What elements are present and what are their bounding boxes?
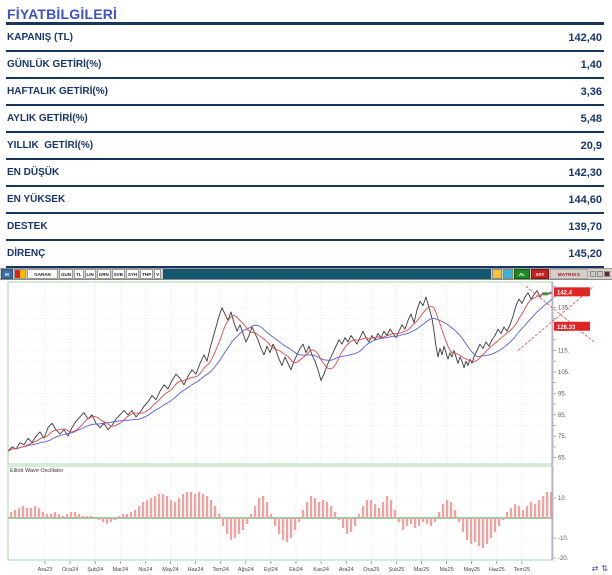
svg-text:142.4: 142.4 xyxy=(557,290,573,296)
style-button-svb[interactable]: SVB xyxy=(111,269,126,279)
row-value: 142,30 xyxy=(568,166,602,179)
svg-text:Ara23: Ara23 xyxy=(38,567,53,573)
chart-window: M GARAN GUN TL LIN GRN SVB SYH THP V AL SAT … xyxy=(0,268,612,575)
row-label: GÜNLÜK GETİRİ(%) xyxy=(7,59,102,70)
table-row: GÜNLÜK GETİRİ(%) 1,40 xyxy=(6,52,604,79)
style-button-syh[interactable]: SYH xyxy=(126,269,140,279)
brand-label: MATRIKS xyxy=(550,269,588,279)
titlebar-fill xyxy=(163,269,491,279)
price-info-panel: FİYATBİLGİLERİ KAPANIŞ (TL) 142,40 GÜNLÜK … xyxy=(0,0,612,268)
svg-text:Oca25: Oca25 xyxy=(363,567,379,573)
symbol-field[interactable]: GARAN xyxy=(27,269,58,279)
row-value: 142,40 xyxy=(568,31,602,44)
row-value: 3,36 xyxy=(580,85,602,98)
table-row: YILLIK GETİRİ(%) 20,9 xyxy=(6,133,604,160)
price-chart[interactable]: Ara23 Oca24 Şub24 Mar24 Nis24 May24 Haz24 Tem24… xyxy=(0,280,612,575)
window-buttons xyxy=(588,269,612,279)
row-label: DESTEK xyxy=(7,221,48,232)
svg-text:May24: May24 xyxy=(162,567,179,573)
maximize-button[interactable] xyxy=(597,271,603,277)
close-button[interactable] xyxy=(604,271,610,277)
row-value: 145,20 xyxy=(568,247,602,260)
chart-titlebar: M GARAN GUN TL LIN GRN SVB SYH THP V AL SAT … xyxy=(0,269,612,280)
svg-text:Eki24: Eki24 xyxy=(289,567,303,573)
svg-text:Tem25: Tem25 xyxy=(514,567,531,573)
style-button-grn[interactable]: GRN xyxy=(96,269,111,279)
row-value: 144,60 xyxy=(568,193,602,206)
table-row: DİRENÇ 145,20 xyxy=(6,241,604,268)
svg-text:Şub25: Şub25 xyxy=(388,567,404,573)
svg-text:10.: 10. xyxy=(558,496,567,502)
page-title: FİYATBİLGİLERİ xyxy=(6,4,604,25)
row-label: EN YÜKSEK xyxy=(7,194,66,205)
table-row: DESTEK 139,70 xyxy=(6,214,604,241)
svg-text:Tem24: Tem24 xyxy=(212,567,229,573)
svg-text:Mar24: Mar24 xyxy=(113,567,129,573)
alert-icon[interactable] xyxy=(492,269,502,279)
row-label: HAFTALIK GETİRİ(%) xyxy=(7,86,108,97)
svg-text:Mar25: Mar25 xyxy=(414,567,430,573)
table-row: KAPANIŞ (TL) 142,40 xyxy=(6,25,604,52)
row-label: DİRENÇ xyxy=(7,248,46,259)
price-info-rows: KAPANIŞ (TL) 142,40 GÜNLÜK GETİRİ(%) 1,40 HA… xyxy=(6,25,604,268)
row-label: YILLIK GETİRİ(%) xyxy=(7,140,94,151)
row-label: KAPANIŞ (TL) xyxy=(7,32,73,43)
style-button-thp[interactable]: THP xyxy=(140,269,154,279)
row-label: AYLIK GETİRİ(%) xyxy=(7,113,88,124)
row-value: 5,48 xyxy=(580,112,602,125)
svg-text:126.33: 126.33 xyxy=(557,325,576,331)
svg-text:135.: 135. xyxy=(558,306,570,312)
svg-text:75.: 75. xyxy=(558,434,567,440)
svg-text:Şub24: Şub24 xyxy=(87,567,103,573)
table-row: EN YÜKSEK 144,60 xyxy=(6,187,604,214)
oscillator-label: Elliott Wave Oscillator xyxy=(10,468,63,474)
sell-button[interactable]: SAT xyxy=(531,269,549,279)
row-value: 1,40 xyxy=(580,58,602,71)
minimize-button[interactable] xyxy=(590,271,596,277)
svg-text:Ara24: Ara24 xyxy=(339,567,354,573)
zoom-horizontal-icon[interactable]: ⇄ xyxy=(591,564,599,573)
table-row: HAFTALIK GETİRİ(%) 3,36 xyxy=(6,79,604,106)
svg-text:Haz25: Haz25 xyxy=(489,567,505,573)
app-icon[interactable]: M xyxy=(1,269,13,279)
table-row: AYLIK GETİRİ(%) 5,48 xyxy=(6,106,604,133)
chart-style-buttons: LIN GRN SVB SYH THP xyxy=(84,269,154,279)
buy-button[interactable]: AL xyxy=(514,269,530,279)
zoom-vertical-icon[interactable]: ⇅ xyxy=(601,564,608,573)
chart-zoom-controls: ⇄ ⇅ xyxy=(592,565,608,573)
svg-text:May25: May25 xyxy=(463,567,480,573)
row-value: 20,9 xyxy=(580,139,602,152)
svg-text:Nis24: Nis24 xyxy=(138,567,152,573)
svg-text:Haz24: Haz24 xyxy=(188,567,204,573)
svg-text:-20.: -20. xyxy=(558,556,569,562)
currency-field[interactable]: TL xyxy=(74,269,84,279)
table-row: EN DÜŞÜK 142,30 xyxy=(6,160,604,187)
row-label: EN DÜŞÜK xyxy=(7,167,60,178)
svg-text:-10.: -10. xyxy=(558,536,569,542)
info-icon[interactable] xyxy=(503,269,513,279)
symbol-logo-icon xyxy=(14,269,26,279)
svg-text:105.: 105. xyxy=(558,370,570,376)
svg-text:Nis25: Nis25 xyxy=(440,567,454,573)
overlay-toggle[interactable]: V xyxy=(154,269,162,279)
style-button-lin[interactable]: LIN xyxy=(84,269,96,279)
svg-text:115.: 115. xyxy=(558,349,570,355)
svg-text:95.: 95. xyxy=(558,391,567,397)
period-field[interactable]: GUN xyxy=(59,269,73,279)
row-value: 139,70 xyxy=(568,220,602,233)
svg-text:Kas24: Kas24 xyxy=(313,567,329,573)
svg-text:Ağu24: Ağu24 xyxy=(238,567,254,573)
svg-text:Oca24: Oca24 xyxy=(62,567,78,573)
svg-text:65.: 65. xyxy=(558,456,567,462)
svg-text:85.: 85. xyxy=(558,413,567,419)
svg-text:Eyl24: Eyl24 xyxy=(264,567,278,573)
